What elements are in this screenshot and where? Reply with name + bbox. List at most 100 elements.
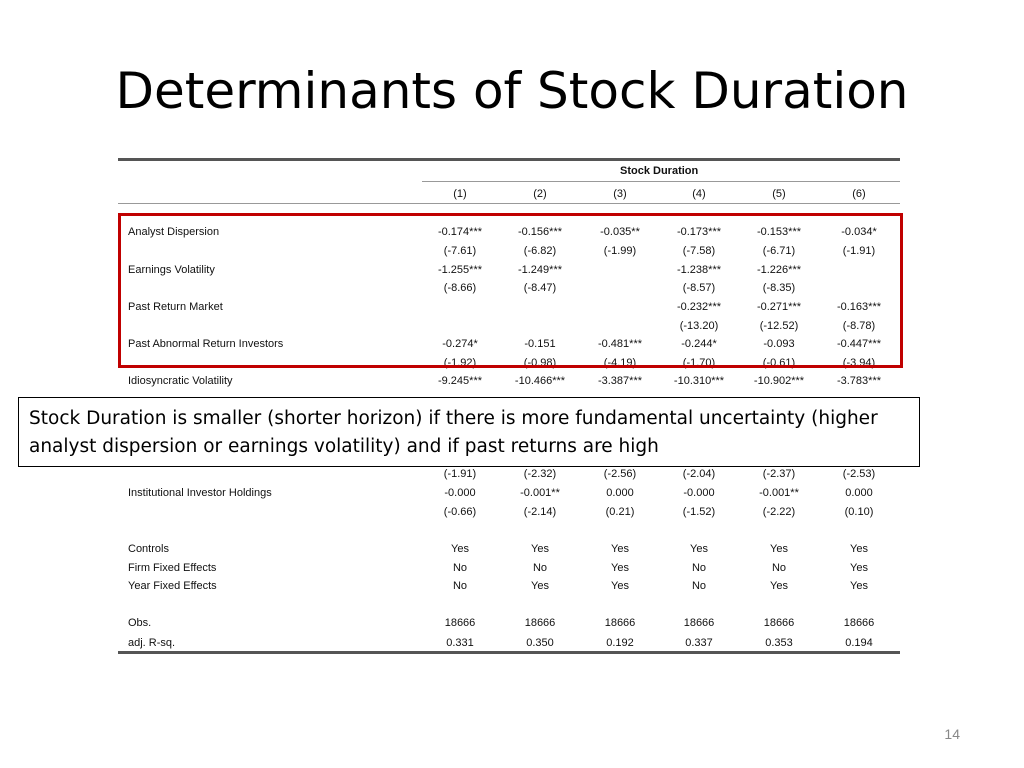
table-cell: (-7.58) xyxy=(682,245,716,257)
table-cell: (-1.91) xyxy=(443,468,477,480)
table-cell: 0.350 xyxy=(526,637,554,649)
table-cell: -10.310*** xyxy=(673,375,725,387)
table-cell: Yes xyxy=(690,543,708,555)
table-cell: -1.238*** xyxy=(676,264,722,276)
column-header: (1) xyxy=(453,188,467,200)
table-cell: No xyxy=(452,562,468,574)
row-label: adj. R-sq. xyxy=(128,637,176,649)
table-cell: (-0.66) xyxy=(443,506,477,518)
table-cell: (-8.35) xyxy=(762,282,796,294)
column-header: (2) xyxy=(533,188,547,200)
table-cell: 0.337 xyxy=(685,637,713,649)
table-cell: (-2.22) xyxy=(762,506,796,518)
table-cell: 18666 xyxy=(604,617,636,629)
table-cell: Yes xyxy=(451,543,469,555)
table-cell: -0.151 xyxy=(524,338,556,350)
group-header-rule xyxy=(422,181,900,182)
callout-box: Stock Duration is smaller (shorter horiz… xyxy=(18,397,920,467)
column-header: (5) xyxy=(772,188,786,200)
table-cell: -0.173*** xyxy=(676,226,722,238)
table-cell: (-2.53) xyxy=(842,468,876,480)
table-cell: (-13.20) xyxy=(679,320,719,332)
table-cell: No xyxy=(691,562,707,574)
table-cell: -0.163*** xyxy=(836,301,882,313)
table-cell: No xyxy=(691,580,707,592)
table-cell: (-6.71) xyxy=(762,245,796,257)
table-cell: (-8.66) xyxy=(443,282,477,294)
page-number: 14 xyxy=(944,726,960,742)
table-cell: -0.274* xyxy=(442,338,478,350)
table-cell: -0.271*** xyxy=(756,301,802,313)
table-cell: (0.10) xyxy=(844,506,874,518)
table-cell: -0.001** xyxy=(759,487,799,499)
table-cell: (0.21) xyxy=(605,506,635,518)
table-cell: -0.153*** xyxy=(756,226,802,238)
table-cell: -0.034* xyxy=(841,226,877,238)
table-cell: (-2.14) xyxy=(523,506,557,518)
table-bottom-rule xyxy=(118,651,900,654)
column-header: (6) xyxy=(852,188,866,200)
table-cell: (-2.37) xyxy=(762,468,796,480)
table-cell: (-1.91) xyxy=(842,245,876,257)
table-cell: Yes xyxy=(770,543,788,555)
table-cell: (-12.52) xyxy=(759,320,799,332)
row-label: Analyst Dispersion xyxy=(128,226,220,238)
table-cell: -0.447*** xyxy=(836,338,882,350)
table-cell: -0.174*** xyxy=(437,226,483,238)
table-cell: -1.226*** xyxy=(756,264,802,276)
table-cell: Yes xyxy=(850,543,868,555)
table-cell: Yes xyxy=(770,580,788,592)
table-cell: (-7.61) xyxy=(443,245,477,257)
highlight-box xyxy=(118,213,903,368)
table-cell: -9.245*** xyxy=(437,375,483,387)
row-label: Earnings Volatility xyxy=(128,264,215,276)
row-label: Past Return Market xyxy=(128,301,223,313)
table-cell: 0.192 xyxy=(606,637,634,649)
row-label: Controls xyxy=(128,543,169,555)
row-label: Year Fixed Effects xyxy=(128,580,217,592)
table-cell: (-8.78) xyxy=(842,320,876,332)
table-cell: (-2.32) xyxy=(523,468,557,480)
table-cell: 0.194 xyxy=(845,637,873,649)
table-cell: -3.387*** xyxy=(597,375,643,387)
table-cell: No xyxy=(532,562,548,574)
table-cell: 0.000 xyxy=(845,487,873,499)
table-cell: -0.156*** xyxy=(517,226,563,238)
table-cell: -3.783*** xyxy=(836,375,882,387)
table-cell: -0.244* xyxy=(681,338,717,350)
table-cell: 0.000 xyxy=(606,487,634,499)
table-cell: Yes xyxy=(531,543,549,555)
table-cell: (-8.57) xyxy=(682,282,716,294)
table-cell: 0.353 xyxy=(765,637,793,649)
table-group-header: Stock Duration xyxy=(620,165,699,177)
table-cell: -1.249*** xyxy=(517,264,563,276)
table-cell: Yes xyxy=(850,562,868,574)
table-cell: 18666 xyxy=(843,617,875,629)
table-cell: No xyxy=(452,580,468,592)
table-cell: No xyxy=(771,562,787,574)
table-cell: -10.466*** xyxy=(514,375,566,387)
table-cell: -1.255*** xyxy=(437,264,483,276)
table-cell: (-8.47) xyxy=(523,282,557,294)
table-cell: (-2.04) xyxy=(682,468,716,480)
table-cell: (-1.52) xyxy=(682,506,716,518)
table-cell: 18666 xyxy=(763,617,795,629)
regression-table: Stock Duration (1) (2) (3) (4) (5) (6) Analyst… xyxy=(118,158,900,654)
table-cell: 0.331 xyxy=(446,637,474,649)
table-cell: Yes xyxy=(611,562,629,574)
table-cell: 18666 xyxy=(683,617,715,629)
row-label: Idiosyncratic Volatility xyxy=(128,375,233,387)
table-cell: Yes xyxy=(850,580,868,592)
column-header: (4) xyxy=(692,188,706,200)
table-top-rule xyxy=(118,158,900,161)
table-cell: (-6.82) xyxy=(523,245,557,257)
table-cell: (-2.56) xyxy=(603,468,637,480)
table-cell: Yes xyxy=(611,580,629,592)
table-cell: -10.902*** xyxy=(753,375,805,387)
table-cell: -0.000 xyxy=(683,487,715,499)
table-cell: 18666 xyxy=(444,617,476,629)
table-cell: (-1.99) xyxy=(603,245,637,257)
table-cell: -0.093 xyxy=(763,338,795,350)
row-label: Obs. xyxy=(128,617,152,629)
table-cell: Yes xyxy=(611,543,629,555)
